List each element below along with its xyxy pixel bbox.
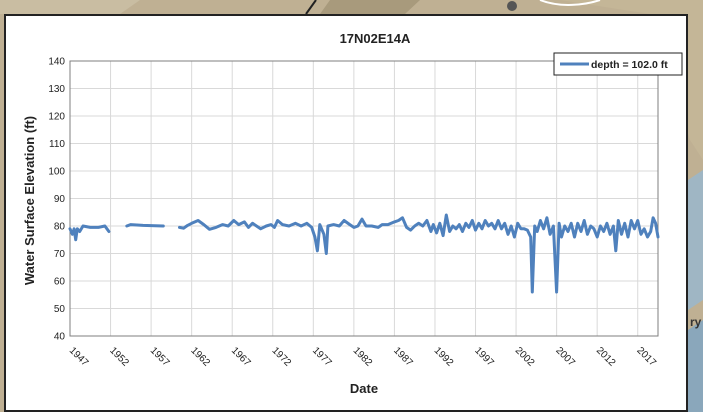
x-tick-label: 1982 [351, 345, 375, 369]
map-marker-icon[interactable] [507, 1, 517, 11]
chart-title: 17N02E14A [340, 31, 411, 46]
legend-box [553, 52, 683, 76]
y-tick-label: 80 [54, 222, 66, 233]
legend-label: depth = 102.0 ft [591, 59, 668, 71]
x-axis-title: Date [350, 381, 378, 396]
y-tick-label: 140 [48, 57, 65, 68]
x-tick-label: 1947 [67, 345, 91, 369]
y-tick-label: 100 [48, 167, 65, 178]
x-tick-label: 1957 [148, 345, 172, 369]
x-axis-ticks: 1947 1952 1957 1962 1967 1972 1977 1982 1987 1992… [67, 345, 659, 369]
x-tick-label: 1952 [107, 345, 131, 369]
x-tick-label: 1962 [188, 345, 212, 369]
x-tick-label: 2007 [553, 345, 577, 369]
y-tick-label: 130 [48, 84, 65, 95]
grid [69, 60, 658, 337]
legend: depth = 102.0 ft [553, 52, 683, 76]
x-tick-label: 1992 [432, 345, 456, 369]
series-line-0 [68, 224, 111, 242]
series-layer [68, 213, 660, 294]
chart: 17N02E14A 40 50 60 70 80 90 100 110 120 130 140 19… [22, 31, 683, 396]
y-tick-label: 50 [54, 304, 66, 315]
y-tick-label: 70 [54, 249, 66, 260]
series-line-0 [178, 213, 660, 294]
x-tick-label: 1987 [391, 345, 415, 369]
x-tick-label: 1997 [472, 345, 496, 369]
series-line-0 [125, 223, 165, 228]
y-tick-label: 60 [54, 277, 66, 288]
x-tick-label: 2017 [634, 345, 658, 369]
x-tick-label: 2002 [513, 345, 537, 369]
x-tick-label: 1967 [229, 345, 253, 369]
x-tick-label: 1972 [269, 345, 293, 369]
y-tick-label: 90 [54, 194, 66, 205]
x-tick-label: 2012 [594, 345, 618, 369]
y-tick-label: 110 [49, 139, 65, 150]
y-tick-label: 120 [48, 112, 65, 123]
hydrograph-popup: 17N02E14A 40 50 60 70 80 90 100 110 120 130 140 19… [4, 14, 688, 412]
y-axis-title: Water Surface Elevation (ft) [22, 116, 37, 285]
x-tick-label: 1977 [310, 345, 334, 369]
plot-area [69, 60, 659, 337]
y-axis-ticks: 40 50 60 70 80 90 100 110 120 130 140 [48, 57, 65, 343]
y-tick-label: 40 [54, 332, 66, 343]
map-label-fragment: ry [690, 315, 702, 329]
